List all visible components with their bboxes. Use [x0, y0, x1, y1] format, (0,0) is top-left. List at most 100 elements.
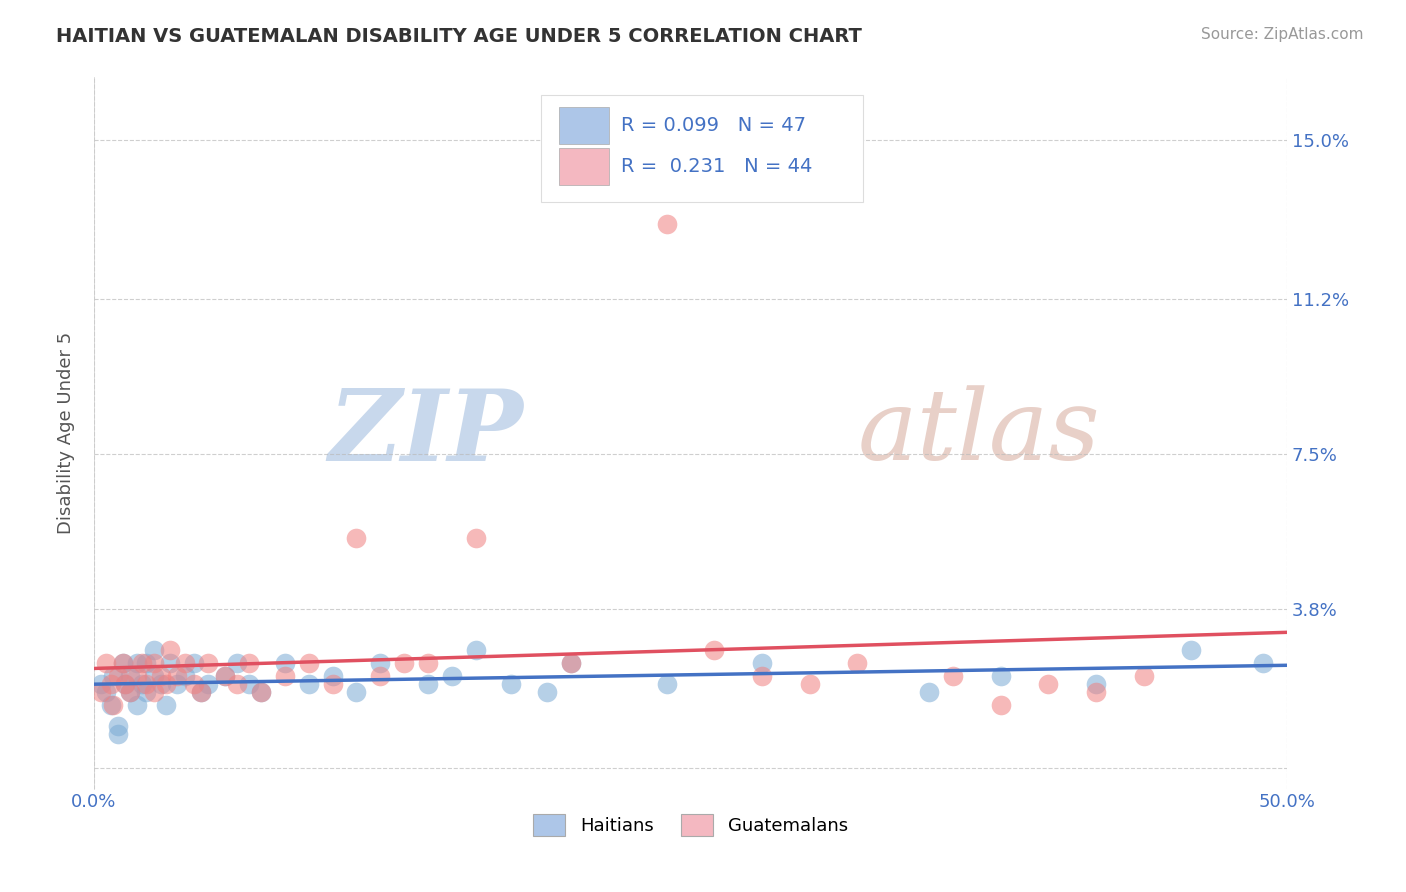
Text: R =  0.231   N = 44: R = 0.231 N = 44: [621, 157, 813, 176]
Point: [190, 685, 212, 699]
Point: [142, 685, 165, 699]
Point: [536, 685, 558, 699]
Point: [155, 677, 177, 691]
Point: [107, 668, 129, 682]
Point: [183, 677, 205, 691]
Point: [751, 668, 773, 682]
Point: [655, 677, 678, 691]
Point: [250, 685, 273, 699]
Point: [392, 656, 415, 670]
Point: [214, 668, 236, 682]
Text: Source: ZipAtlas.com: Source: ZipAtlas.com: [1201, 27, 1364, 42]
Point: [990, 698, 1012, 712]
Point: [344, 685, 367, 699]
Point: [142, 643, 165, 657]
Point: [751, 656, 773, 670]
Point: [111, 656, 134, 670]
Point: [846, 656, 869, 670]
Text: ZIP: ZIP: [329, 384, 523, 482]
Point: [1084, 677, 1107, 691]
Point: [107, 727, 129, 741]
Point: [1251, 656, 1274, 670]
Point: [250, 685, 273, 699]
Point: [368, 656, 391, 670]
Point: [135, 677, 157, 691]
Point: [416, 656, 439, 670]
Point: [114, 677, 136, 691]
Point: [1084, 685, 1107, 699]
Point: [560, 656, 582, 670]
Point: [94, 656, 117, 670]
Point: [159, 656, 181, 670]
Point: [918, 685, 941, 699]
Point: [125, 698, 148, 712]
Point: [135, 685, 157, 699]
Point: [183, 656, 205, 670]
Text: HAITIAN VS GUATEMALAN DISABILITY AGE UNDER 5 CORRELATION CHART: HAITIAN VS GUATEMALAN DISABILITY AGE UND…: [56, 27, 862, 45]
Point: [155, 698, 177, 712]
Point: [464, 643, 486, 657]
Point: [298, 656, 321, 670]
Point: [1180, 643, 1202, 657]
Point: [90, 685, 112, 699]
Point: [166, 668, 188, 682]
Point: [101, 698, 124, 712]
Point: [125, 668, 148, 682]
Point: [321, 668, 343, 682]
Point: [464, 531, 486, 545]
Point: [238, 656, 260, 670]
Point: [655, 217, 678, 231]
Point: [118, 685, 141, 699]
FancyBboxPatch shape: [560, 148, 609, 185]
FancyBboxPatch shape: [560, 107, 609, 145]
Point: [90, 677, 112, 691]
Point: [100, 677, 122, 691]
Point: [173, 668, 195, 682]
Point: [274, 668, 297, 682]
Point: [142, 656, 165, 670]
Point: [344, 531, 367, 545]
Point: [274, 656, 297, 670]
Point: [101, 668, 124, 682]
Point: [131, 677, 153, 691]
Point: [416, 677, 439, 691]
Point: [990, 668, 1012, 682]
Point: [1038, 677, 1060, 691]
Point: [142, 668, 165, 682]
Point: [118, 668, 141, 682]
Point: [107, 719, 129, 733]
Point: [368, 668, 391, 682]
Point: [560, 656, 582, 670]
Y-axis label: Disability Age Under 5: Disability Age Under 5: [58, 332, 75, 534]
Point: [197, 677, 219, 691]
Point: [114, 677, 136, 691]
Point: [226, 656, 249, 670]
Point: [100, 698, 122, 712]
Point: [501, 677, 523, 691]
Point: [321, 677, 343, 691]
Text: atlas: atlas: [858, 385, 1099, 481]
FancyBboxPatch shape: [541, 95, 863, 202]
Point: [111, 656, 134, 670]
Point: [197, 656, 219, 670]
Point: [149, 677, 172, 691]
Point: [166, 677, 188, 691]
Point: [942, 668, 965, 682]
Point: [159, 643, 181, 657]
Point: [1132, 668, 1154, 682]
Legend: Haitians, Guatemalans: Haitians, Guatemalans: [526, 807, 855, 844]
Point: [173, 656, 195, 670]
Point: [125, 656, 148, 670]
Point: [703, 643, 725, 657]
Point: [135, 656, 157, 670]
Point: [190, 685, 212, 699]
Point: [94, 685, 117, 699]
Point: [799, 677, 821, 691]
Point: [131, 656, 153, 670]
Point: [298, 677, 321, 691]
Text: R = 0.099   N = 47: R = 0.099 N = 47: [621, 116, 806, 136]
Point: [118, 685, 141, 699]
Point: [149, 668, 172, 682]
Point: [214, 668, 236, 682]
Point: [440, 668, 463, 682]
